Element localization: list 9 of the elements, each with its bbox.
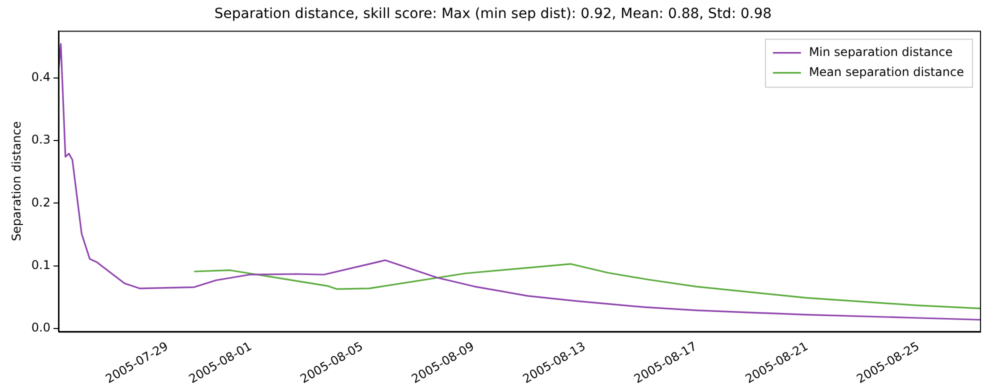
y-tick-label: 0.4 <box>31 70 50 84</box>
y-tick-label: 0.3 <box>31 132 50 147</box>
y-tick-label: 0.0 <box>31 320 50 335</box>
y-tick-label: 0.2 <box>31 195 50 210</box>
y-tick-label: 0.1 <box>31 258 50 272</box>
legend-label: Min separation distance <box>808 44 953 59</box>
legend-label: Mean separation distance <box>808 64 964 79</box>
chart-title: Separation distance, skill score: Max (min sep dist): 0.92, Mean: 0.88, Std: 0.98 <box>214 6 772 22</box>
y-axis-title: Separation distance <box>9 121 24 242</box>
